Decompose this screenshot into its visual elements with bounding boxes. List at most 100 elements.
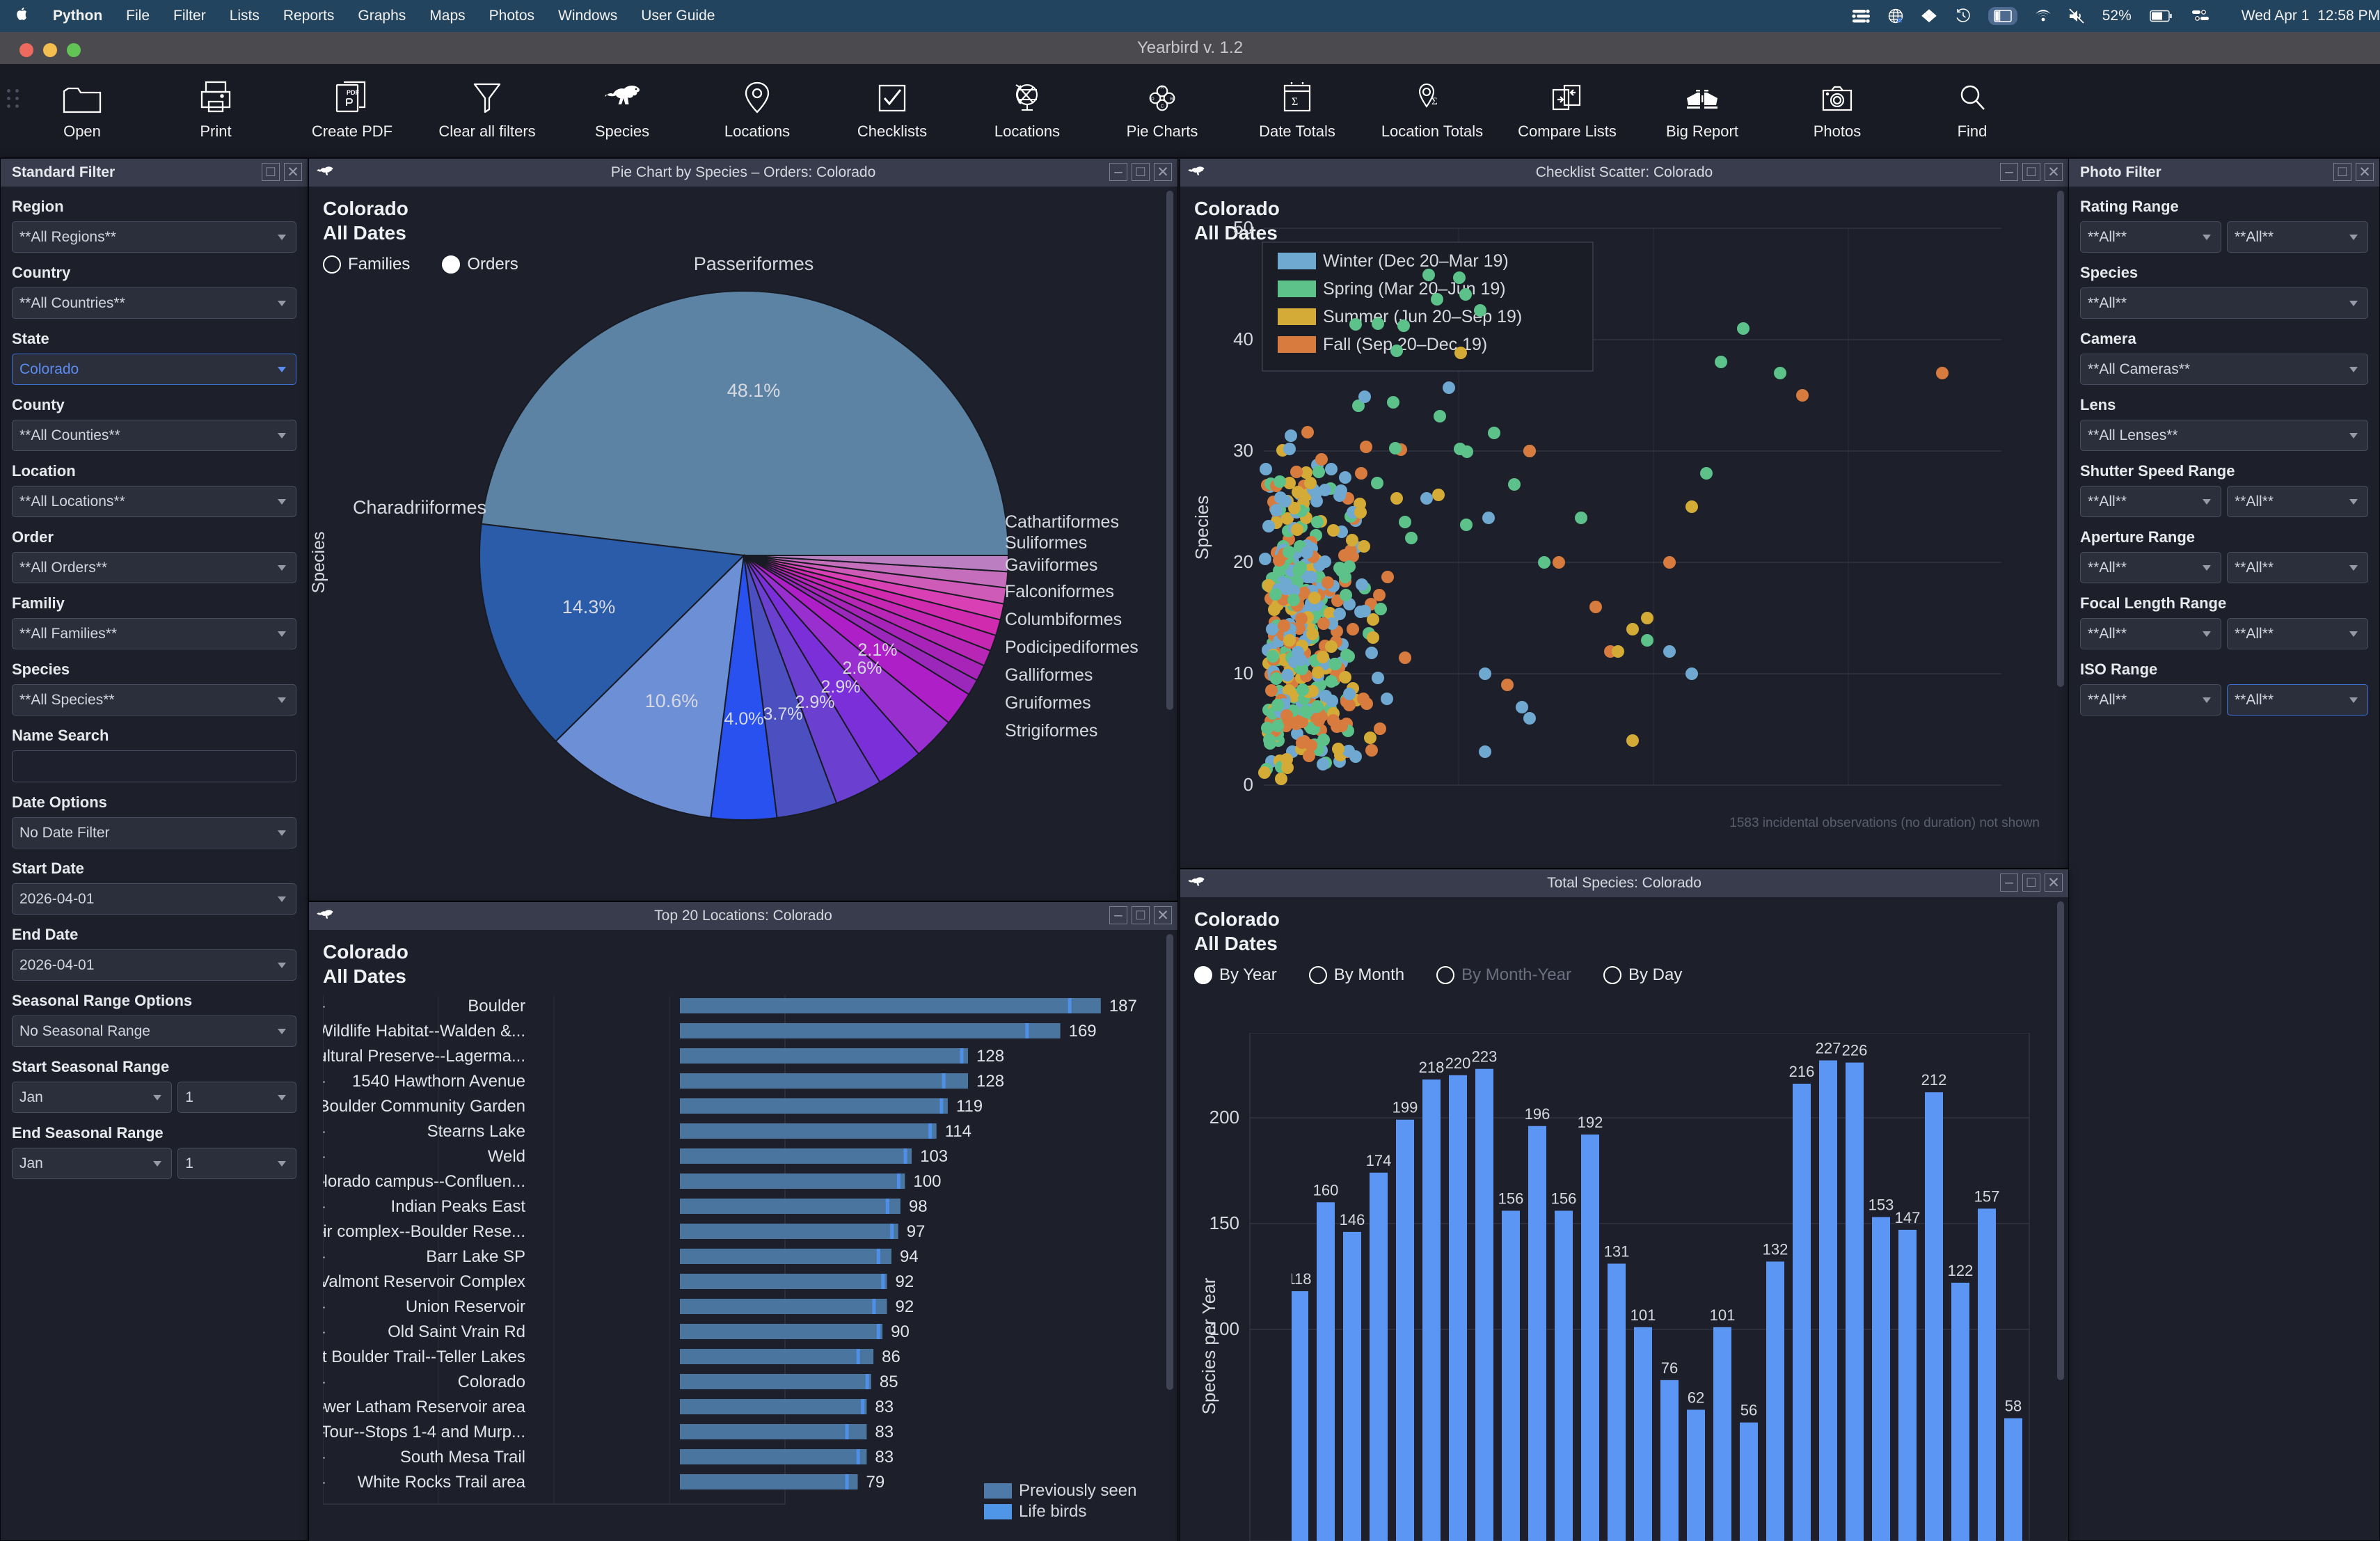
- svg-text:A: A: [1161, 86, 1164, 90]
- svg-text:-: -: [323, 1247, 326, 1266]
- svg-text:Suliformes: Suliformes: [1005, 533, 1087, 553]
- svg-text:227: 227: [1816, 1040, 1841, 1057]
- svg-text:Cathartiformes: Cathartiformes: [1005, 512, 1119, 532]
- svg-text:101: 101: [1631, 1306, 1656, 1324]
- svg-text:Colorado: Colorado: [458, 1373, 525, 1391]
- svg-text:Lower Latham Reservoir area: Lower Latham Reservoir area: [323, 1398, 526, 1416]
- svg-text:-: -: [323, 1448, 326, 1467]
- svg-text:Boulder Reservoir complex--Bou: Boulder Reservoir complex--Boulder Rese.…: [323, 1222, 525, 1241]
- svg-text:2.6%: 2.6%: [843, 658, 882, 678]
- svg-text:Σ: Σ: [1431, 96, 1438, 107]
- svg-text:79: 79: [866, 1473, 885, 1492]
- svg-text:98: 98: [909, 1197, 928, 1216]
- svg-text:196: 196: [1525, 1105, 1550, 1123]
- svg-text:Species per Year: Species per Year: [1198, 1277, 1219, 1414]
- svg-text:D: D: [1151, 97, 1155, 102]
- svg-text:20: 20: [1233, 551, 1253, 572]
- svg-text:226: 226: [1842, 1042, 1868, 1059]
- svg-text:2.9%: 2.9%: [821, 677, 861, 697]
- svg-text:Life birds: Life birds: [1019, 1502, 1086, 1521]
- svg-text:132: 132: [1763, 1241, 1788, 1258]
- svg-text:Species: Species: [309, 532, 328, 594]
- svg-text:118: 118: [1287, 1270, 1311, 1288]
- svg-text:Pawnee NG Bird Tour--Stops 1-4: Pawnee NG Bird Tour--Stops 1-4 and Murp.…: [323, 1423, 525, 1441]
- svg-text:101: 101: [1710, 1306, 1736, 1324]
- svg-text:-: -: [323, 1322, 326, 1341]
- svg-text:University of Colorado campus-: University of Colorado campus--Confluen.…: [323, 1172, 525, 1191]
- svg-text:150: 150: [1209, 1212, 1239, 1233]
- svg-text:169: 169: [1069, 1022, 1097, 1041]
- svg-text:East Boulder Trail--Teller Lak: East Boulder Trail--Teller Lakes: [323, 1348, 525, 1366]
- svg-text:83: 83: [875, 1423, 894, 1441]
- svg-text:119: 119: [956, 1097, 983, 1116]
- svg-text:218: 218: [1419, 1059, 1445, 1076]
- svg-text:85: 85: [880, 1373, 898, 1391]
- svg-text:0: 0: [1244, 774, 1253, 795]
- svg-text:199: 199: [1393, 1099, 1418, 1116]
- svg-text:223: 223: [1472, 1048, 1498, 1066]
- svg-text:White Rocks Trail area: White Rocks Trail area: [358, 1473, 526, 1492]
- svg-text:B: B: [1171, 97, 1173, 102]
- svg-text:-: -: [323, 1072, 326, 1091]
- svg-text:147: 147: [1895, 1209, 1921, 1226]
- svg-text:Passeriformes: Passeriformes: [694, 253, 814, 274]
- svg-text:157: 157: [1974, 1188, 2000, 1206]
- svg-text:220: 220: [1445, 1054, 1471, 1072]
- svg-text:Σ: Σ: [1292, 96, 1298, 108]
- svg-text:86: 86: [882, 1348, 901, 1366]
- svg-text:122: 122: [1948, 1262, 1974, 1279]
- svg-text:156: 156: [1551, 1190, 1577, 1208]
- svg-text:146: 146: [1340, 1211, 1365, 1228]
- svg-text:Lagerman Agricultural Preserve: Lagerman Agricultural Preserve--Lagerma.…: [323, 1047, 525, 1066]
- svg-text:58: 58: [2005, 1398, 2022, 1415]
- svg-text:216: 216: [1789, 1063, 1815, 1080]
- svg-text:10.6%: 10.6%: [645, 690, 699, 711]
- svg-text:174: 174: [1366, 1152, 1392, 1169]
- svg-text:-: -: [323, 1197, 326, 1216]
- svg-text:-: -: [323, 1122, 326, 1141]
- svg-text:Charadriiformes: Charadriiformes: [353, 497, 486, 518]
- svg-text:Falconiformes: Falconiformes: [1005, 582, 1114, 601]
- svg-text:83: 83: [875, 1448, 894, 1467]
- svg-text:187: 187: [1109, 997, 1137, 1016]
- svg-text:212: 212: [1921, 1071, 1947, 1089]
- svg-text:128: 128: [976, 1072, 1004, 1091]
- svg-text:-: -: [323, 997, 326, 1016]
- svg-text:30: 30: [1233, 440, 1253, 461]
- svg-text:156: 156: [1498, 1190, 1524, 1208]
- svg-text:Boulder: Boulder: [468, 997, 525, 1016]
- svg-text:2.1%: 2.1%: [858, 640, 898, 660]
- svg-text:10: 10: [1233, 663, 1253, 683]
- svg-text:-: -: [323, 1147, 326, 1166]
- svg-text:-: -: [323, 1473, 326, 1492]
- svg-text:83: 83: [875, 1398, 894, 1416]
- svg-text:114: 114: [945, 1122, 971, 1141]
- svg-text:48.1%: 48.1%: [727, 380, 781, 401]
- svg-text:Indian Peaks East: Indian Peaks East: [391, 1197, 526, 1216]
- svg-text:192: 192: [1578, 1114, 1603, 1131]
- svg-text:1583 incidental observations (: 1583 incidental observations (no duratio…: [1729, 816, 2040, 830]
- svg-text:Galliformes: Galliformes: [1005, 665, 1093, 685]
- svg-text:160: 160: [1313, 1181, 1339, 1199]
- svg-text:Podicipediformes: Podicipediformes: [1005, 638, 1139, 657]
- svg-text:Species: Species: [1191, 496, 1212, 560]
- svg-text:Previously seen: Previously seen: [1019, 1481, 1136, 1500]
- svg-text:Walden Ponds Wildlife Habitat-: Walden Ponds Wildlife Habitat--Walden &.…: [323, 1022, 525, 1041]
- svg-text:14.3%: 14.3%: [562, 596, 616, 617]
- svg-text:Gaviiformes: Gaviiformes: [1005, 555, 1097, 575]
- svg-text:200: 200: [1209, 1107, 1239, 1128]
- svg-text:PDF: PDF: [347, 89, 360, 96]
- svg-text:Stearns Lake: Stearns Lake: [427, 1122, 525, 1141]
- svg-text:Union Reservoir: Union Reservoir: [406, 1297, 525, 1316]
- svg-text:131: 131: [1604, 1243, 1630, 1261]
- svg-text:76: 76: [1661, 1359, 1678, 1377]
- svg-text:100: 100: [913, 1172, 941, 1191]
- svg-text:South Mesa Trail: South Mesa Trail: [400, 1448, 525, 1467]
- svg-text:Winter (Dec 20–Mar 19): Winter (Dec 20–Mar 19): [1323, 251, 1509, 271]
- svg-text:50: 50: [1233, 217, 1253, 238]
- svg-text:Valmont Reservoir Complex: Valmont Reservoir Complex: [323, 1272, 525, 1291]
- svg-text:Strigiformes: Strigiformes: [1005, 721, 1097, 741]
- svg-text:62: 62: [1688, 1389, 1704, 1406]
- svg-text:Columbiformes: Columbiformes: [1005, 610, 1122, 629]
- svg-text:C: C: [1161, 104, 1164, 109]
